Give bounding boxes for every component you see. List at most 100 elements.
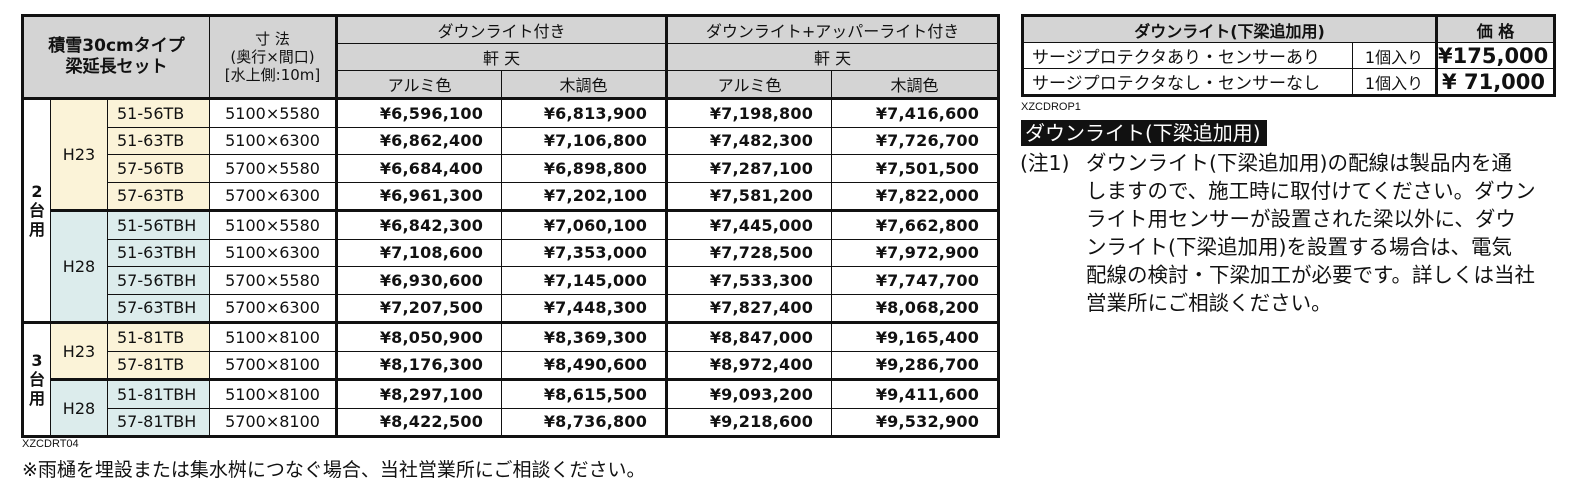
table-row: 57-81TB 5700×8100 ¥8,176,300 ¥8,490,600 ¥8,9… xyxy=(23,350,1000,380)
height-label: H23 xyxy=(50,97,108,211)
note-text: ダウンライト(下梁追加用)の配線は製品内を通 しますので、施工時に取付けてくださ… xyxy=(1086,151,1536,315)
side-header-item: ダウンライト(下梁追加用) xyxy=(1021,15,1438,43)
price-cell: ¥6,862,400 xyxy=(335,126,503,155)
price-cell: ¥8,972,400 xyxy=(666,350,833,380)
price-cell: ¥7,287,100 xyxy=(666,154,833,183)
price-cell: ¥7,972,900 xyxy=(831,238,1000,267)
height-label: H28 xyxy=(50,209,108,323)
note-label: (注1) xyxy=(1020,151,1070,175)
price-cell: ¥6,596,100 xyxy=(335,97,503,128)
roof-header-b: 軒 天 xyxy=(666,43,1000,71)
model-cell: 57-63TBH xyxy=(106,293,211,323)
price-cell: ¥8,847,000 xyxy=(666,321,833,352)
side-row-item: サージプロテクタあり・センサーあり xyxy=(1022,42,1353,69)
price-cell: ¥6,684,400 xyxy=(335,154,503,183)
price-cell: ¥7,728,500 xyxy=(666,238,833,267)
price-cell: ¥7,416,600 xyxy=(831,97,1000,128)
size-cell: 5100×5580 xyxy=(209,209,338,240)
price-cell: ¥7,501,500 xyxy=(831,154,1000,183)
price-cell: ¥8,176,300 xyxy=(335,350,503,380)
model-cell: 57-81TB xyxy=(106,350,211,380)
price-cell: ¥7,353,000 xyxy=(501,238,669,267)
price-cell: ¥8,068,200 xyxy=(831,293,1000,323)
table-row: H28 51-56TBH 5100×5580 ¥6,842,300 ¥7,060,100… xyxy=(23,209,1000,323)
col-alu-b: アルミ色 xyxy=(666,70,833,100)
model-cell: 57-81TBH xyxy=(106,407,211,437)
group-header-downlight-uplight: ダウンライト+アッパーライト付き xyxy=(666,15,1000,44)
price-cell: ¥7,822,000 xyxy=(831,181,1000,211)
price-cell: ¥9,218,600 xyxy=(666,407,833,437)
table-row: 51-63TB 5100×6300 ¥6,862,400 ¥7,106,800 ¥7,4… xyxy=(23,126,1000,155)
price-cell: ¥9,165,400 xyxy=(831,321,1000,352)
table-row: 57-63TB 5700×6300 ¥6,961,300 ¥7,202,100 ¥7,5… xyxy=(23,181,1000,211)
price-cell: ¥6,961,300 xyxy=(335,181,503,211)
price-cell: ¥8,369,300 xyxy=(501,321,669,352)
price-cell: ¥7,747,700 xyxy=(831,266,1000,295)
price-cell: ¥8,490,600 xyxy=(501,350,669,380)
group-header-downlight: ダウンライト付き xyxy=(335,15,669,44)
col-wood-a: 木調色 xyxy=(501,70,669,100)
model-cell: 57-63TB xyxy=(106,181,211,211)
price-cell: ¥8,422,500 xyxy=(335,407,503,437)
side-table-code: XZCDROP1 xyxy=(1021,101,1081,113)
price-cell: ¥8,736,800 xyxy=(501,407,669,437)
price-cell: ¥7,207,500 xyxy=(335,293,503,323)
height-label: H28 xyxy=(50,378,108,437)
price-cell: ¥9,411,600 xyxy=(831,378,1000,409)
table-row: 51-63TBH 5100×6300 ¥7,108,600 ¥7,353,000 ¥7,… xyxy=(23,238,1000,267)
model-cell: 51-81TB xyxy=(106,321,211,352)
corner-title: 積雪30cmタイプ 梁延長セット xyxy=(21,15,211,99)
footnote: ※雨樋を埋設または集水桝につなぐ場合、当社営業所にご相談ください。 xyxy=(22,459,646,481)
price-cell: ¥7,581,200 xyxy=(666,181,833,211)
roof-header-a: 軒 天 xyxy=(335,43,669,71)
unit-count-label: 2台用 xyxy=(22,97,51,323)
price-cell: ¥7,482,300 xyxy=(666,126,833,155)
downlight-note-title: ダウンライト(下梁追加用) xyxy=(1021,120,1267,146)
price-cell: ¥6,813,900 xyxy=(501,97,669,128)
price-cell: ¥6,898,800 xyxy=(501,154,669,183)
size-cell: 5700×5580 xyxy=(209,154,338,183)
table-row: 57-56TB 5700×5580 ¥6,684,400 ¥6,898,800 ¥7,2… xyxy=(23,154,1000,183)
price-cell: ¥7,145,000 xyxy=(501,266,669,295)
size-cell: 5100×5580 xyxy=(209,97,338,128)
side-row-qty: 1個入り xyxy=(1351,42,1438,69)
table-row: 57-56TBH 5700×5580 ¥6,930,600 ¥7,145,000 ¥7,… xyxy=(23,266,1000,295)
price-cell: ¥7,662,800 xyxy=(831,209,1000,240)
size-cell: 5100×6300 xyxy=(209,238,338,267)
table-row: 57-63TBH 5700×6300 ¥7,207,500 ¥7,448,300 ¥7,… xyxy=(23,293,1000,323)
model-cell: 57-56TBH xyxy=(106,266,211,295)
size-cell: 5700×6300 xyxy=(209,181,338,211)
price-cell: ¥7,533,300 xyxy=(666,266,833,295)
price-cell: ¥9,286,700 xyxy=(831,350,1000,380)
table-row: 2台用 H23 51-56TB 5100×5580 ¥6,596,100 ¥6,813,9… xyxy=(22,97,1000,323)
price-cell: ¥8,050,900 xyxy=(335,321,503,352)
price-cell: ¥8,297,100 xyxy=(335,378,503,409)
side-row-item: サージプロテクタなし・センサーなし xyxy=(1022,68,1353,96)
size-cell: 5100×8100 xyxy=(209,321,338,352)
size-cell: 5100×6300 xyxy=(209,126,338,155)
price-cell: ¥7,445,000 xyxy=(666,209,833,240)
price-cell: ¥7,202,100 xyxy=(501,181,669,211)
price-cell: ¥6,930,600 xyxy=(335,266,503,295)
size-cell: 5700×5580 xyxy=(209,266,338,295)
price-table: 積雪30cmタイプ 梁延長セット 寸 法 (奥行×間口) [水上側:10m] ダウンラ… xyxy=(21,14,1001,438)
model-cell: 51-63TB xyxy=(106,126,211,155)
price-cell: ¥7,108,600 xyxy=(335,238,503,267)
side-row-qty: 1個入り xyxy=(1351,68,1438,96)
unit-count-label: 3台用 xyxy=(22,321,51,437)
downlight-note: (注1) ダウンライト(下梁追加用)の配線は製品内を通 しますので、施工時に取付… xyxy=(1020,149,1560,317)
dimension-header: 寸 法 (奥行×間口) [水上側:10m] xyxy=(209,15,338,99)
price-cell: ¥7,198,800 xyxy=(666,97,833,128)
size-cell: 5700×6300 xyxy=(209,293,338,323)
price-cell: ¥9,532,900 xyxy=(831,407,1000,437)
size-cell: 5700×8100 xyxy=(209,407,338,437)
side-header-price: 価 格 xyxy=(1435,15,1556,43)
price-cell: ¥7,106,800 xyxy=(501,126,669,155)
price-cell: ¥9,093,200 xyxy=(666,378,833,409)
size-cell: 5100×8100 xyxy=(209,378,338,409)
model-cell: 51-81TBH xyxy=(106,378,211,409)
col-wood-b: 木調色 xyxy=(831,70,1000,100)
table-row: 57-81TBH 5700×8100 ¥8,422,500 ¥8,736,800 ¥9,… xyxy=(23,407,1000,437)
side-row-price: ¥175,000 xyxy=(1435,42,1556,69)
price-cell: ¥7,060,100 xyxy=(501,209,669,240)
